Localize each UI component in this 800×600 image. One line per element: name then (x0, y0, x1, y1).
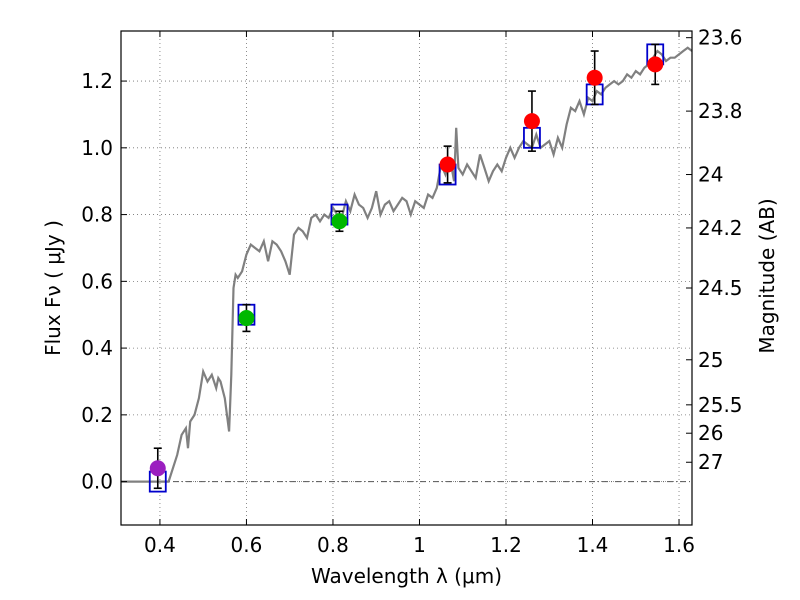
observed-flux-point (523, 113, 540, 130)
x-tick-label: 1.4 (577, 533, 609, 557)
mag-tick-label: 27 (698, 450, 723, 474)
x-tick-label: 0.4 (144, 533, 176, 557)
grid-lines (121, 31, 692, 525)
x-tick-label: 1.2 (490, 533, 522, 557)
y-tick-label: 1.0 (81, 136, 113, 160)
x-tick-label: 1.6 (663, 533, 695, 557)
y-tick-label: 0.6 (81, 269, 113, 293)
tick-labels: 0.4 0.6 0.8 1 1.2 1.4 1.6 0.0 0.2 0.4 0.6 0.8 1.0 1.2… (81, 26, 742, 557)
mag-tick-label: 23.8 (698, 99, 743, 123)
mag-tick-label: 25 (698, 348, 723, 372)
x-tick-label: 1 (413, 533, 426, 557)
y-tick-label: 1.2 (81, 69, 113, 93)
observed-flux-point (238, 310, 255, 327)
mag-tick-label: 23.6 (698, 26, 743, 50)
observed-flux-point (647, 56, 664, 73)
mag-tick-label: 24.2 (698, 216, 743, 240)
y-tick-label: 0.0 (81, 470, 113, 494)
observed-flux-point (586, 69, 603, 86)
plot-frame (120, 30, 693, 526)
y-tick-label: 0.8 (81, 203, 113, 227)
observed-flux-point (149, 460, 166, 477)
x-axis-title: Wavelength λ (μm) (311, 564, 502, 588)
photometry-points (148, 43, 665, 493)
y2-axis-title: Magnitude (AB) (755, 198, 779, 353)
axis-ticks (121, 31, 692, 525)
model-spectrum-line (121, 46, 693, 483)
x-tick-label: 0.6 (231, 533, 263, 557)
mag-tick-label: 24 (698, 163, 723, 187)
mag-tick-label: 25.5 (698, 393, 743, 417)
y-tick-label: 0.4 (81, 336, 113, 360)
observed-flux-point (439, 156, 456, 173)
mag-tick-label: 26 (698, 421, 723, 445)
y-tick-label: 0.2 (81, 403, 113, 427)
observed-flux-point (331, 213, 348, 230)
y-axis-title: Flux Fν ( μJy ) (41, 220, 65, 356)
x-tick-label: 0.8 (317, 533, 349, 557)
mag-tick-label: 24.5 (698, 276, 743, 300)
